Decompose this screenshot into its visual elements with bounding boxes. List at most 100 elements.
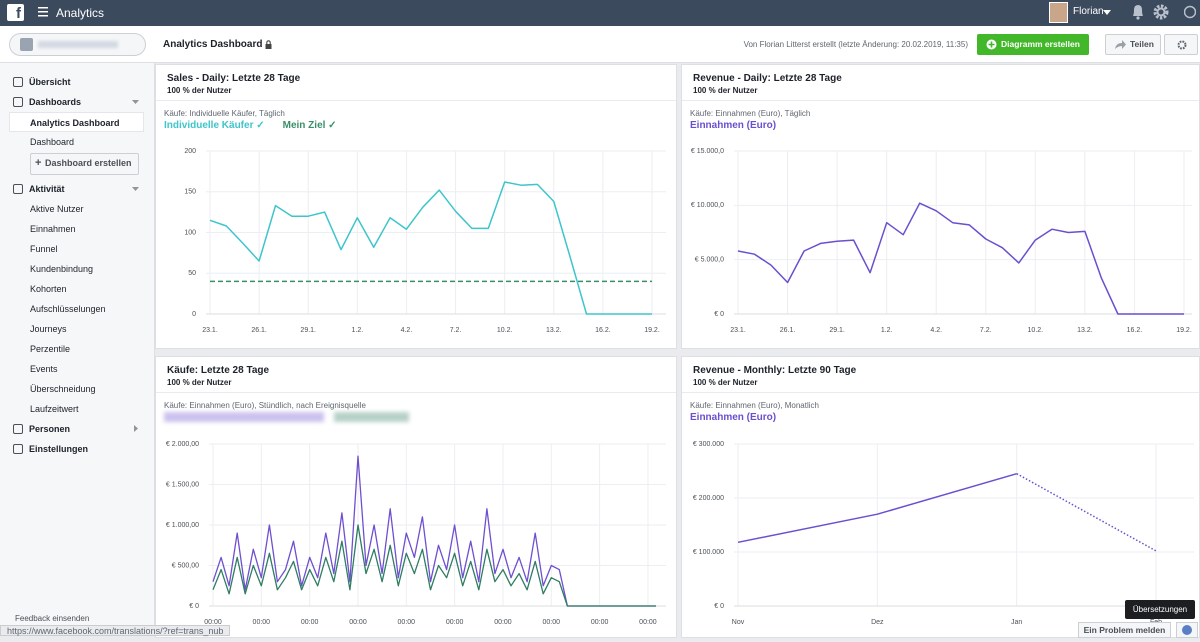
- chart-panel: Revenue - Monthly: Letzte 90 Tage 100 % d…: [681, 356, 1200, 638]
- nav-item[interactable]: Aktivität: [0, 179, 154, 199]
- user-caret[interactable]: [1103, 10, 1111, 15]
- nav-item[interactable]: Laufzeitwert: [30, 404, 79, 414]
- panel-subtitle: 100 % der Nutzer: [693, 378, 758, 387]
- divider: [156, 392, 676, 393]
- y-tick-label: € 10.000,0: [691, 202, 724, 209]
- nav-item[interactable]: Übersicht: [0, 72, 154, 92]
- avatar[interactable]: [1049, 2, 1068, 23]
- x-tick-label: 19.2.: [644, 327, 660, 334]
- create-chart-label[interactable]: Diagramm erstellen: [1001, 39, 1080, 49]
- x-tick-label: 4.2.: [401, 327, 413, 334]
- app-name: Analytics: [56, 6, 105, 20]
- user-name[interactable]: Florian: [1073, 6, 1104, 17]
- panel-meta: Käufe: Einnahmen (Euro), Täglich: [690, 109, 811, 118]
- nav-item[interactable]: Dashboard erstellen +: [30, 153, 139, 175]
- nav-item[interactable]: Dashboard: [30, 137, 75, 147]
- legend-item: Einnahmen (Euro): [690, 412, 777, 423]
- arrow: [132, 100, 139, 104]
- x-tick-label: 00:00: [494, 619, 512, 626]
- nav-item[interactable]: Überschneidung: [30, 384, 96, 394]
- x-tick-label: 00:00: [446, 619, 464, 626]
- panel-title: Revenue - Daily: Letzte 28 Tage: [693, 73, 842, 84]
- chart-panel: Käufe: Letzte 28 Tage 100 % der Nutzer Käu…: [155, 356, 677, 638]
- dashboard-title: Analytics Dashboard: [163, 39, 263, 50]
- y-tick-label: 0: [192, 311, 196, 318]
- settings-button[interactable]: [1164, 34, 1198, 55]
- fb-logo[interactable]: f: [7, 4, 24, 22]
- chart: € 0€ 100.000€ 200.000€ 300.000NovDezJanF…: [693, 441, 1194, 626]
- panel-meta: Käufe: Individuelle Käufer, Täglich: [164, 109, 285, 118]
- nav-item[interactable]: Funnel: [30, 244, 58, 254]
- x-tick-label: 00:00: [639, 619, 657, 626]
- y-tick-label: 150: [184, 189, 196, 196]
- legend-blur: [164, 412, 324, 422]
- y-tick-label: € 0: [714, 311, 724, 318]
- x-tick-label: 7.2.: [980, 327, 992, 334]
- nav-item[interactable]: Dashboards: [0, 92, 154, 112]
- legend-item: Mein Ziel ✓: [282, 120, 337, 131]
- y-tick-label: 50: [188, 270, 196, 277]
- y-tick-label: € 15.000,0: [691, 148, 724, 155]
- arrow: [132, 187, 139, 191]
- panel-title: Käufe: Letzte 28 Tage: [167, 365, 270, 376]
- x-tick-label: 00:00: [204, 619, 222, 626]
- x-tick-label: 26.1.: [251, 327, 267, 334]
- chart-panel: Revenue - Daily: Letzte 28 Tage 100 % der…: [681, 64, 1200, 349]
- nav-icon: [13, 77, 23, 87]
- y-tick-label: € 2.000,00: [166, 441, 199, 448]
- chart: € 0 € 5.000,0 € 10.000,0 € 15.000,0 23.1. 26.…: [691, 148, 1192, 334]
- nav-icon: [13, 444, 23, 454]
- y-tick-label: 200: [184, 148, 196, 155]
- x-tick-label: 00:00: [591, 619, 609, 626]
- nav-icon: [13, 97, 23, 107]
- x-tick-label: 13.2.: [1077, 327, 1093, 334]
- menu-icon[interactable]: [38, 7, 48, 17]
- nav-item[interactable]: Personen: [0, 419, 154, 439]
- nav-item[interactable]: Kohorten: [30, 284, 67, 294]
- nav-item[interactable]: Einnahmen: [30, 224, 76, 234]
- bell-icon[interactable]: [1131, 4, 1145, 20]
- series-line: [212, 524, 656, 607]
- share-button[interactable]: Teilen: [1105, 34, 1161, 55]
- tooltip: Übersetzungen: [1125, 600, 1195, 619]
- nav-item[interactable]: Journeys: [30, 324, 67, 334]
- chart: € 0 € 500,00 € 1.000,00 € 1.500,00 € 2.000,0…: [166, 441, 666, 626]
- series-line: [1016, 473, 1157, 552]
- x-tick-label: 16.2.: [1127, 327, 1143, 334]
- x-tick-label: 4.2.: [930, 327, 942, 334]
- gear-icon[interactable]: [1153, 4, 1169, 20]
- create-chart-button[interactable]: Diagramm erstellen: [977, 34, 1089, 55]
- series-line: [212, 455, 656, 607]
- x-tick-label: 29.1.: [829, 327, 845, 334]
- x-tick-label: 1.2.: [881, 327, 893, 334]
- help-icon[interactable]: [1184, 4, 1196, 20]
- y-tick-label: € 500,00: [172, 562, 199, 569]
- x-tick-label: 00:00: [253, 619, 271, 626]
- nav-item[interactable]: Kundenbindung: [30, 264, 94, 274]
- nav-item[interactable]: Aktive Nutzer: [30, 204, 84, 214]
- x-tick-label: Jan: [1011, 619, 1022, 626]
- status-url: https://www.facebook.com/translations/?r…: [0, 625, 231, 636]
- nav-arrow: [132, 187, 139, 191]
- share-label[interactable]: Teilen: [1130, 39, 1154, 49]
- y-tick-label: € 300.000: [693, 441, 724, 448]
- legend-item: Einnahmen (Euro): [690, 120, 777, 131]
- legend-blur: [334, 412, 409, 422]
- nav-item[interactable]: Aufschlüsselungen: [30, 304, 106, 314]
- x-tick-label: 23.1.: [730, 327, 746, 334]
- nav-item[interactable]: Perzentile: [30, 344, 71, 354]
- x-tick-label: 16.2.: [595, 327, 611, 334]
- panel-meta: Käufe: Einnahmen (Euro), Monatlich: [690, 401, 819, 410]
- nav-item[interactable]: Events: [30, 364, 58, 374]
- nav-item[interactable]: Analytics Dashboard: [9, 112, 144, 132]
- report-button[interactable]: Ein Problem melden: [1078, 622, 1171, 638]
- y-tick-label: € 0: [189, 603, 199, 610]
- legend: Individuelle Käufer ✓ Mein Ziel ✓: [164, 120, 355, 131]
- series-line: [737, 472, 1017, 544]
- top-bar: f Analytics Florian: [0, 0, 1200, 26]
- x-tick-label: 1.2.: [351, 327, 363, 334]
- app-selector[interactable]: [9, 33, 146, 56]
- feedback-link[interactable]: Feedback einsenden: [15, 614, 90, 623]
- lock-icon: [265, 40, 272, 49]
- nav-item[interactable]: Einstellungen: [0, 439, 154, 459]
